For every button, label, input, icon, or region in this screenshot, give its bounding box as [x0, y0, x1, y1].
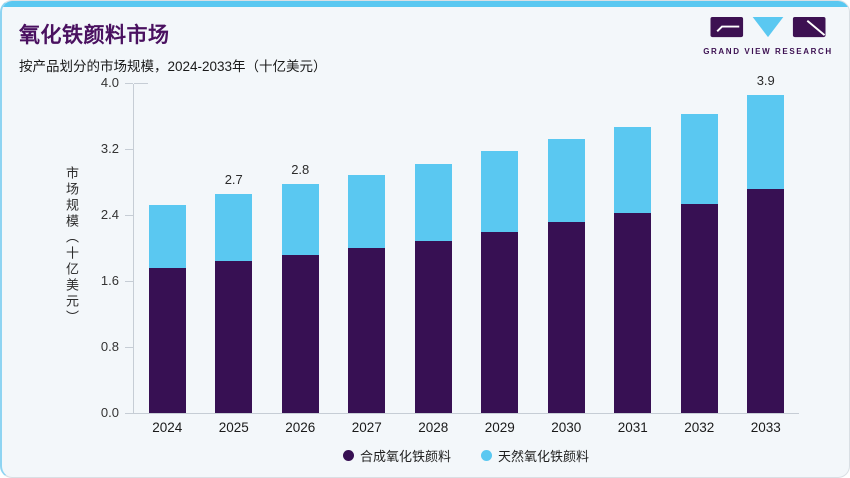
bar-group-2029: 2029 — [467, 84, 534, 435]
chart-title: 氧化铁颜料市场 — [19, 24, 170, 47]
x-axis-label: 2033 — [750, 420, 781, 435]
x-axis-label: 2029 — [484, 420, 515, 435]
synthetic-pigment-segment[interactable] — [414, 240, 452, 413]
stacked-bar-2033[interactable] — [747, 94, 785, 413]
synthetic-pigment-segment[interactable] — [481, 231, 519, 413]
y-tick-mark — [125, 346, 133, 348]
legend-marker-icon — [481, 450, 492, 461]
synthetic-pigment-segment[interactable] — [348, 248, 386, 413]
stacked-bar-2029[interactable] — [481, 151, 519, 413]
synthetic-pigment-segment[interactable] — [747, 189, 785, 413]
chart-header: 氧化铁颜料市场 按产品划分的市场规模，2024-2033年（十亿美元） — [19, 19, 327, 75]
y-tick-label: 0.8 — [100, 339, 119, 354]
y-tick-label: 3.2 — [100, 141, 119, 156]
stacked-bar-2032[interactable] — [680, 113, 718, 413]
stacked-bar-2031[interactable] — [614, 126, 652, 413]
y-tick-mark — [125, 280, 133, 282]
natural-pigment-segment[interactable] — [148, 205, 186, 268]
bar-value-label: 2.8 — [291, 162, 310, 178]
stacked-bar-2026[interactable] — [281, 184, 319, 413]
legend-item[interactable]: 合成氧化铁颜料 — [342, 446, 451, 465]
stacked-bar-2024[interactable] — [148, 205, 186, 413]
bar-group-2024: 2024 — [134, 84, 201, 435]
bar-group-2028: 2028 — [400, 84, 467, 435]
natural-pigment-segment[interactable] — [680, 113, 718, 205]
bar-group-2032: 2032 — [666, 84, 733, 435]
y-tick-label: 4.0 — [100, 75, 119, 90]
card-top-accent-bar — [2, 1, 849, 7]
x-axis-label: 2024 — [152, 420, 183, 435]
synthetic-pigment-segment[interactable] — [148, 267, 186, 413]
bar-group-2033: 3.9 2033 — [733, 73, 800, 435]
y-axis-top-cap — [134, 82, 148, 84]
synthetic-pigment-segment[interactable] — [614, 213, 652, 413]
bar-value-label: 2.7 — [224, 172, 243, 188]
gvr-logo-icon — [710, 16, 826, 38]
x-axis-label: 2032 — [684, 420, 715, 435]
x-axis-label: 2031 — [617, 420, 648, 435]
x-axis-label: 2028 — [418, 420, 449, 435]
gvr-logo-text: GRAND VIEW RESEARCH — [703, 47, 833, 56]
y-tick-mark — [125, 82, 133, 84]
bar-group-2027: 2027 — [334, 84, 401, 435]
bar-group-2025: 2.7 2025 — [201, 84, 268, 435]
y-tick-label: 1.6 — [100, 273, 119, 288]
bar-chart-plot-area: 0.0 0.8 1.6 2.4 3.2 4.0 2024 2.7 2025 2.8 2026 202… — [101, 73, 800, 435]
bar-group-2030: 2030 — [533, 84, 600, 435]
chart-subtitle: 按产品划分的市场规模，2024-2033年（十亿美元） — [19, 59, 327, 74]
stacked-bar-2028[interactable] — [414, 163, 452, 413]
synthetic-pigment-segment[interactable] — [680, 204, 718, 413]
synthetic-pigment-segment[interactable] — [547, 222, 585, 413]
natural-pigment-segment[interactable] — [614, 126, 652, 214]
y-tick-mark — [125, 412, 133, 414]
natural-pigment-segment[interactable] — [747, 94, 785, 190]
x-axis-label: 2030 — [551, 420, 582, 435]
natural-pigment-segment[interactable] — [215, 194, 253, 262]
synthetic-pigment-segment[interactable] — [215, 261, 253, 413]
natural-pigment-segment[interactable] — [547, 139, 585, 223]
natural-pigment-segment[interactable] — [414, 163, 452, 241]
legend-label: 合成氧化铁颜料 — [359, 449, 451, 464]
natural-pigment-segment[interactable] — [281, 184, 319, 255]
bar-group-2026: 2.8 2026 — [267, 84, 334, 435]
y-tick-label: 2.4 — [100, 207, 119, 222]
x-axis-label: 2027 — [351, 420, 382, 435]
x-axis-label: 2025 — [218, 420, 249, 435]
chart-legend: 合成氧化铁颜料 天然氧化铁颜料 — [133, 446, 799, 465]
natural-pigment-segment[interactable] — [348, 174, 386, 248]
y-tick-label: 0.0 — [100, 405, 119, 420]
y-tick-mark — [125, 148, 133, 150]
legend-marker-icon — [342, 450, 354, 461]
natural-pigment-segment[interactable] — [481, 151, 519, 232]
legend-label: 天然氧化铁颜料 — [498, 449, 590, 464]
y-tick-mark — [125, 214, 133, 216]
stacked-bar-2025[interactable] — [215, 194, 253, 413]
y-axis-title: 市场规模（十亿美元） — [64, 166, 79, 326]
stacked-bar-2030[interactable] — [547, 139, 585, 413]
grand-view-research-logo: GRAND VIEW RESEARCH — [701, 16, 835, 56]
bar-value-label: 3.9 — [756, 72, 775, 88]
x-axis-label: 2026 — [285, 420, 316, 435]
stacked-bar-2027[interactable] — [348, 174, 386, 413]
synthetic-pigment-segment[interactable] — [281, 254, 319, 413]
legend-item[interactable]: 天然氧化铁颜料 — [481, 446, 589, 465]
bar-series-container: 2024 2.7 2025 2.8 2026 2027 2028 2029 2030 2031 20… — [134, 73, 800, 435]
bar-group-2031: 2031 — [600, 84, 667, 435]
